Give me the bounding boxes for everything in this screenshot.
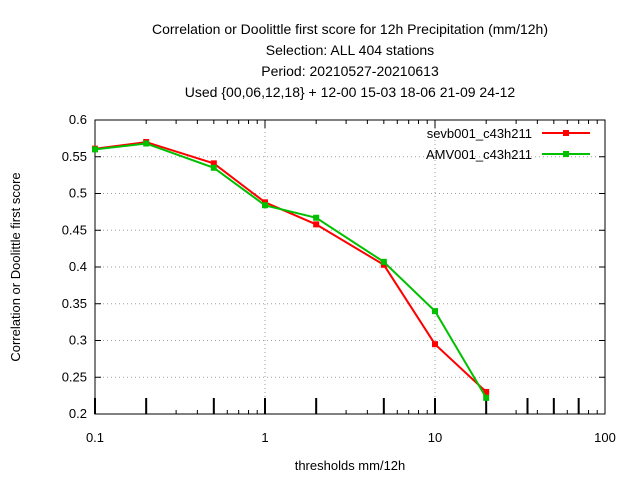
legend: sevb001_c43h211 AMV001_c43h211 <box>426 126 590 162</box>
legend-marker <box>563 130 569 136</box>
y-tick-label: 0.5 <box>69 186 87 201</box>
x-tick-label: 0.1 <box>86 430 104 445</box>
x-tick-label: 100 <box>594 430 616 445</box>
data-point <box>313 221 320 228</box>
data-point <box>92 146 98 153</box>
x-axis-label: thresholds mm/12h <box>295 458 406 473</box>
title-line-1: Correlation or Doolittle first score for… <box>152 21 548 37</box>
y-tick-label: 0.4 <box>69 259 87 274</box>
threshold-marks <box>94 398 580 414</box>
legend-marker <box>563 151 569 157</box>
data-point <box>143 140 150 147</box>
title-line-2: Selection: ALL 404 stations <box>266 42 434 58</box>
x-tick-label: 1 <box>261 430 268 445</box>
y-tick-label: 0.3 <box>69 333 87 348</box>
chart-title: Correlation or Doolittle first score for… <box>152 21 548 100</box>
x-tick-label: 10 <box>428 430 442 445</box>
data-point <box>210 160 217 167</box>
title-line-3: Period: 20210527-20210613 <box>261 63 439 79</box>
y-tick-label: 0.6 <box>69 112 87 127</box>
data-point <box>210 164 217 171</box>
series-line <box>94 142 488 399</box>
y-axis: 0.2 0.25 0.3 0.35 0.4 0.45 0.5 0.55 0.6 <box>62 112 605 421</box>
y-axis-label: Correlation or Doolittle first score <box>8 172 23 361</box>
series-line <box>94 141 487 393</box>
y-tick-label: 0.45 <box>62 222 87 237</box>
y-tick-label: 0.35 <box>62 296 87 311</box>
grid-lines <box>95 120 605 414</box>
data-point <box>262 202 268 209</box>
title-line-4: Used {00,06,12,18} + 12-00 15-03 18-06 2… <box>185 84 516 100</box>
x-axis: 0.1 1 10 100 <box>86 120 616 445</box>
data-series <box>92 139 490 401</box>
y-tick-label: 0.2 <box>69 406 87 421</box>
data-point <box>432 341 438 348</box>
data-point <box>380 258 387 265</box>
y-tick-label: 0.25 <box>62 369 87 384</box>
data-point <box>483 394 490 401</box>
legend-entry-label: AMV001_c43h211 <box>426 147 532 162</box>
data-point <box>483 388 490 395</box>
data-point <box>432 308 438 315</box>
data-point <box>313 214 320 221</box>
legend-entry-label: sevb001_c43h211 <box>427 126 532 141</box>
y-tick-label: 0.55 <box>62 149 87 164</box>
